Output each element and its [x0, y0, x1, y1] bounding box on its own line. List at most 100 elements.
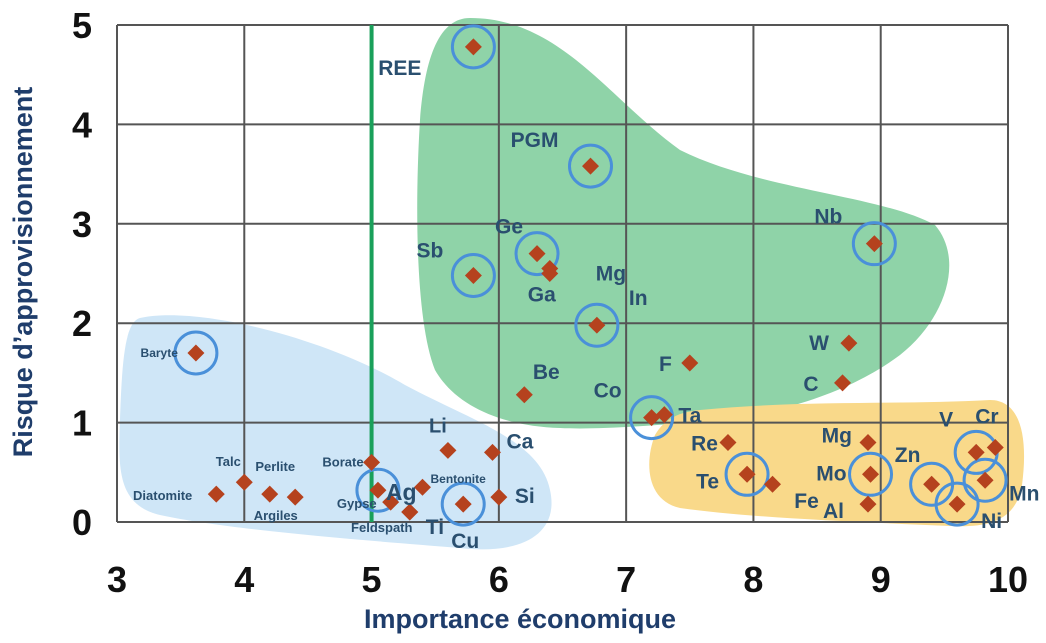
point-label: Gypse: [337, 496, 377, 511]
point-label: Fe: [794, 490, 819, 513]
y-tick-label: 0: [72, 502, 92, 543]
x-tick-label: 4: [234, 559, 254, 600]
data-marker: [414, 478, 431, 496]
data-marker: [490, 488, 508, 506]
data-marker: [464, 267, 482, 284]
data-marker: [859, 495, 877, 513]
data-marker: [681, 354, 699, 372]
point-label: Be: [533, 361, 560, 384]
point-label: V: [939, 408, 953, 431]
highlight-circle: [629, 395, 675, 441]
point-label: Baryte: [141, 346, 179, 360]
y-tick-label: 4: [72, 104, 92, 145]
x-tick-label: 10: [988, 559, 1028, 600]
point-label: Feldspath: [351, 520, 412, 535]
data-marker: [859, 433, 877, 451]
point-label: Mn: [1009, 482, 1039, 505]
highlight-circle: [574, 302, 620, 348]
point-label: Mg: [596, 263, 626, 286]
y-tick-label: 2: [72, 303, 92, 344]
y-tick-label: 3: [72, 204, 92, 245]
data-marker: [834, 374, 852, 392]
x-tick-label: 3: [107, 559, 127, 600]
point-label: REE: [378, 57, 421, 80]
point-label: In: [629, 287, 648, 310]
data-marker: [515, 386, 533, 404]
highlight-circles: [173, 24, 1008, 527]
data-marker: [528, 245, 546, 263]
point-label: Ni: [981, 510, 1002, 533]
data-marker: [764, 475, 782, 493]
point-label: Mg: [822, 424, 852, 447]
highlight-circle: [450, 252, 496, 298]
y-tick-label: 1: [72, 403, 92, 444]
data-marker: [363, 453, 381, 471]
x-tick-label: 9: [871, 559, 891, 600]
point-labels: REE PGM Ge Mg Ga Sb Nb In W F C Be Co Ta Baryte Li Ca Bor…: [133, 57, 1039, 553]
point-label: F: [659, 353, 672, 376]
point-label: Ag: [386, 479, 417, 505]
data-marker: [643, 409, 661, 427]
point-label: Ga: [528, 284, 556, 307]
data-marker: [986, 438, 1004, 456]
x-tick-label: 5: [362, 559, 382, 600]
highlight-circle: [934, 481, 980, 527]
data-marker: [401, 503, 419, 521]
point-label: Talc: [216, 454, 241, 469]
point-label: Perlite: [255, 459, 295, 474]
point-label: W: [809, 332, 829, 355]
x-tick-label: 6: [489, 559, 509, 600]
point-label: Argiles: [254, 508, 298, 523]
highlight-circle: [514, 231, 560, 277]
tick-labels: 3 4 5 6 7 8 9 10 0 1 2 3 4 5: [72, 5, 1028, 600]
data-marker: [382, 493, 400, 511]
data-marker: [865, 235, 883, 253]
point-label: Ti: [426, 516, 444, 539]
point-label: Al: [823, 500, 844, 523]
data-marker: [286, 488, 304, 506]
data-marker: [582, 157, 599, 175]
point-label: Zn: [895, 444, 921, 467]
data-marker: [541, 265, 559, 282]
data-marker: [923, 475, 941, 493]
y-axis-title: Risque d’approvisionnement: [8, 87, 38, 458]
highlight-circle: [450, 24, 496, 70]
data-marker: [439, 441, 457, 459]
data-marker: [976, 471, 994, 489]
point-label: Ta: [678, 405, 701, 428]
x-tick-label: 7: [616, 559, 636, 600]
highlight-circle: [962, 457, 1008, 503]
highlight-circle: [848, 451, 894, 497]
point-label: Te: [696, 470, 719, 493]
highlight-circle: [440, 481, 486, 527]
point-label: Borate: [322, 454, 363, 469]
data-marker: [187, 344, 205, 362]
x-axis-title: Importance économique: [364, 604, 676, 634]
data-marker: [862, 465, 880, 483]
point-label: Ca: [506, 430, 533, 453]
data-marker: [207, 485, 225, 503]
point-label: Ge: [495, 216, 523, 239]
point-label: Cu: [451, 530, 479, 553]
data-marker: [719, 433, 737, 451]
point-label: PGM: [511, 129, 559, 152]
data-marker: [369, 481, 387, 499]
data-marker: [484, 443, 501, 461]
highlight-circle: [724, 451, 770, 497]
data-marker: [235, 473, 253, 491]
point-label: Diatomite: [133, 488, 192, 503]
x-tick-label: 8: [743, 559, 763, 600]
highlight-circle: [568, 143, 614, 189]
grid: [116, 24, 1009, 523]
highlight-circle: [173, 330, 219, 376]
data-marker: [588, 316, 606, 334]
data-markers: [187, 38, 1004, 521]
data-marker: [738, 465, 756, 483]
data-marker: [655, 406, 673, 424]
data-marker: [967, 443, 985, 461]
data-marker: [840, 334, 858, 352]
point-label: Co: [594, 380, 622, 403]
point-label: C: [803, 373, 818, 396]
point-label: Bentonite: [430, 472, 486, 486]
